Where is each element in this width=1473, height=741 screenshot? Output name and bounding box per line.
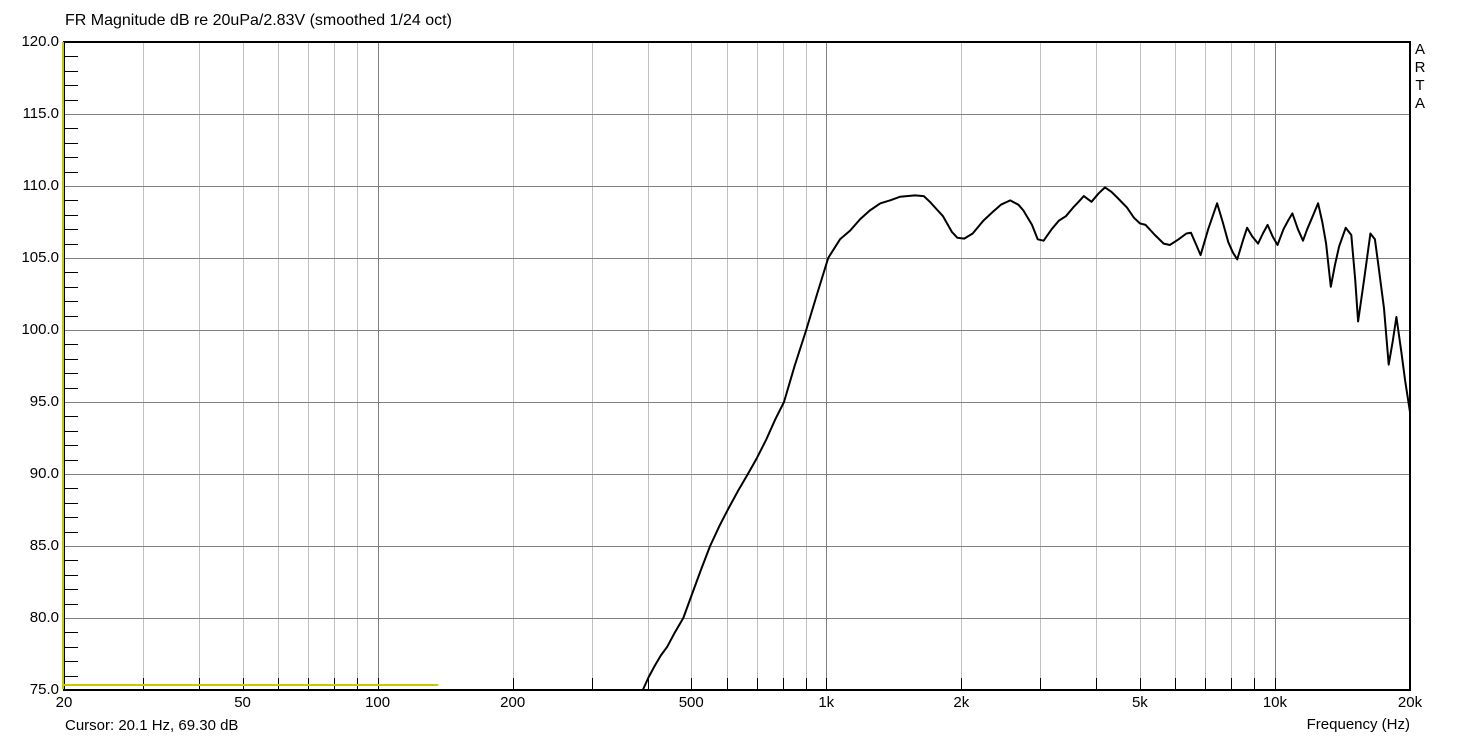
logo-letter: A — [1414, 41, 1425, 58]
cursor-readout: Cursor: 20.1 Hz, 69.30 dB — [65, 717, 239, 734]
chart-title: FR Magnitude dB re 20uPa/2.83V (smoothed… — [65, 12, 452, 29]
logo-letter: R — [1414, 59, 1426, 76]
x-tick-label: 5k — [1131, 694, 1148, 711]
series-fr-magnitude — [641, 186, 1411, 691]
logo-letter: T — [1415, 77, 1425, 94]
y-tick-label: 120.0 — [21, 33, 59, 50]
x-tick-label: 50 — [234, 694, 251, 711]
y-tick-label: 90.0 — [29, 465, 59, 482]
logo-letter: A — [1414, 95, 1425, 112]
x-tick-label: 1k — [818, 694, 835, 711]
x-tick-label: 200 — [500, 694, 526, 711]
x-tick-label: 10k — [1262, 694, 1288, 711]
plot-border — [63, 41, 1411, 691]
grid-lines — [64, 42, 1410, 690]
y-tick-label: 95.0 — [29, 393, 59, 410]
y-tick-label: 85.0 — [29, 537, 59, 554]
x-tick-label: 500 — [678, 694, 704, 711]
x-tick-label: 100 — [365, 694, 391, 711]
y-tick-label: 115.0 — [22, 105, 59, 122]
y-tick-label: 75.0 — [29, 681, 59, 698]
x-tick-label: 20 — [55, 694, 73, 711]
y-tick-label: 105.0 — [21, 249, 59, 266]
x-tick-label: 20k — [1397, 694, 1423, 711]
y-tick-label: 100.0 — [21, 321, 59, 338]
x-axis-title: Frequency (Hz) — [1306, 716, 1410, 733]
x-tick-label: 2k — [953, 694, 970, 711]
y-tick-label: 110.0 — [22, 177, 59, 194]
axis-ticks — [65, 56, 1276, 689]
y-tick-label: 80.0 — [29, 609, 59, 626]
